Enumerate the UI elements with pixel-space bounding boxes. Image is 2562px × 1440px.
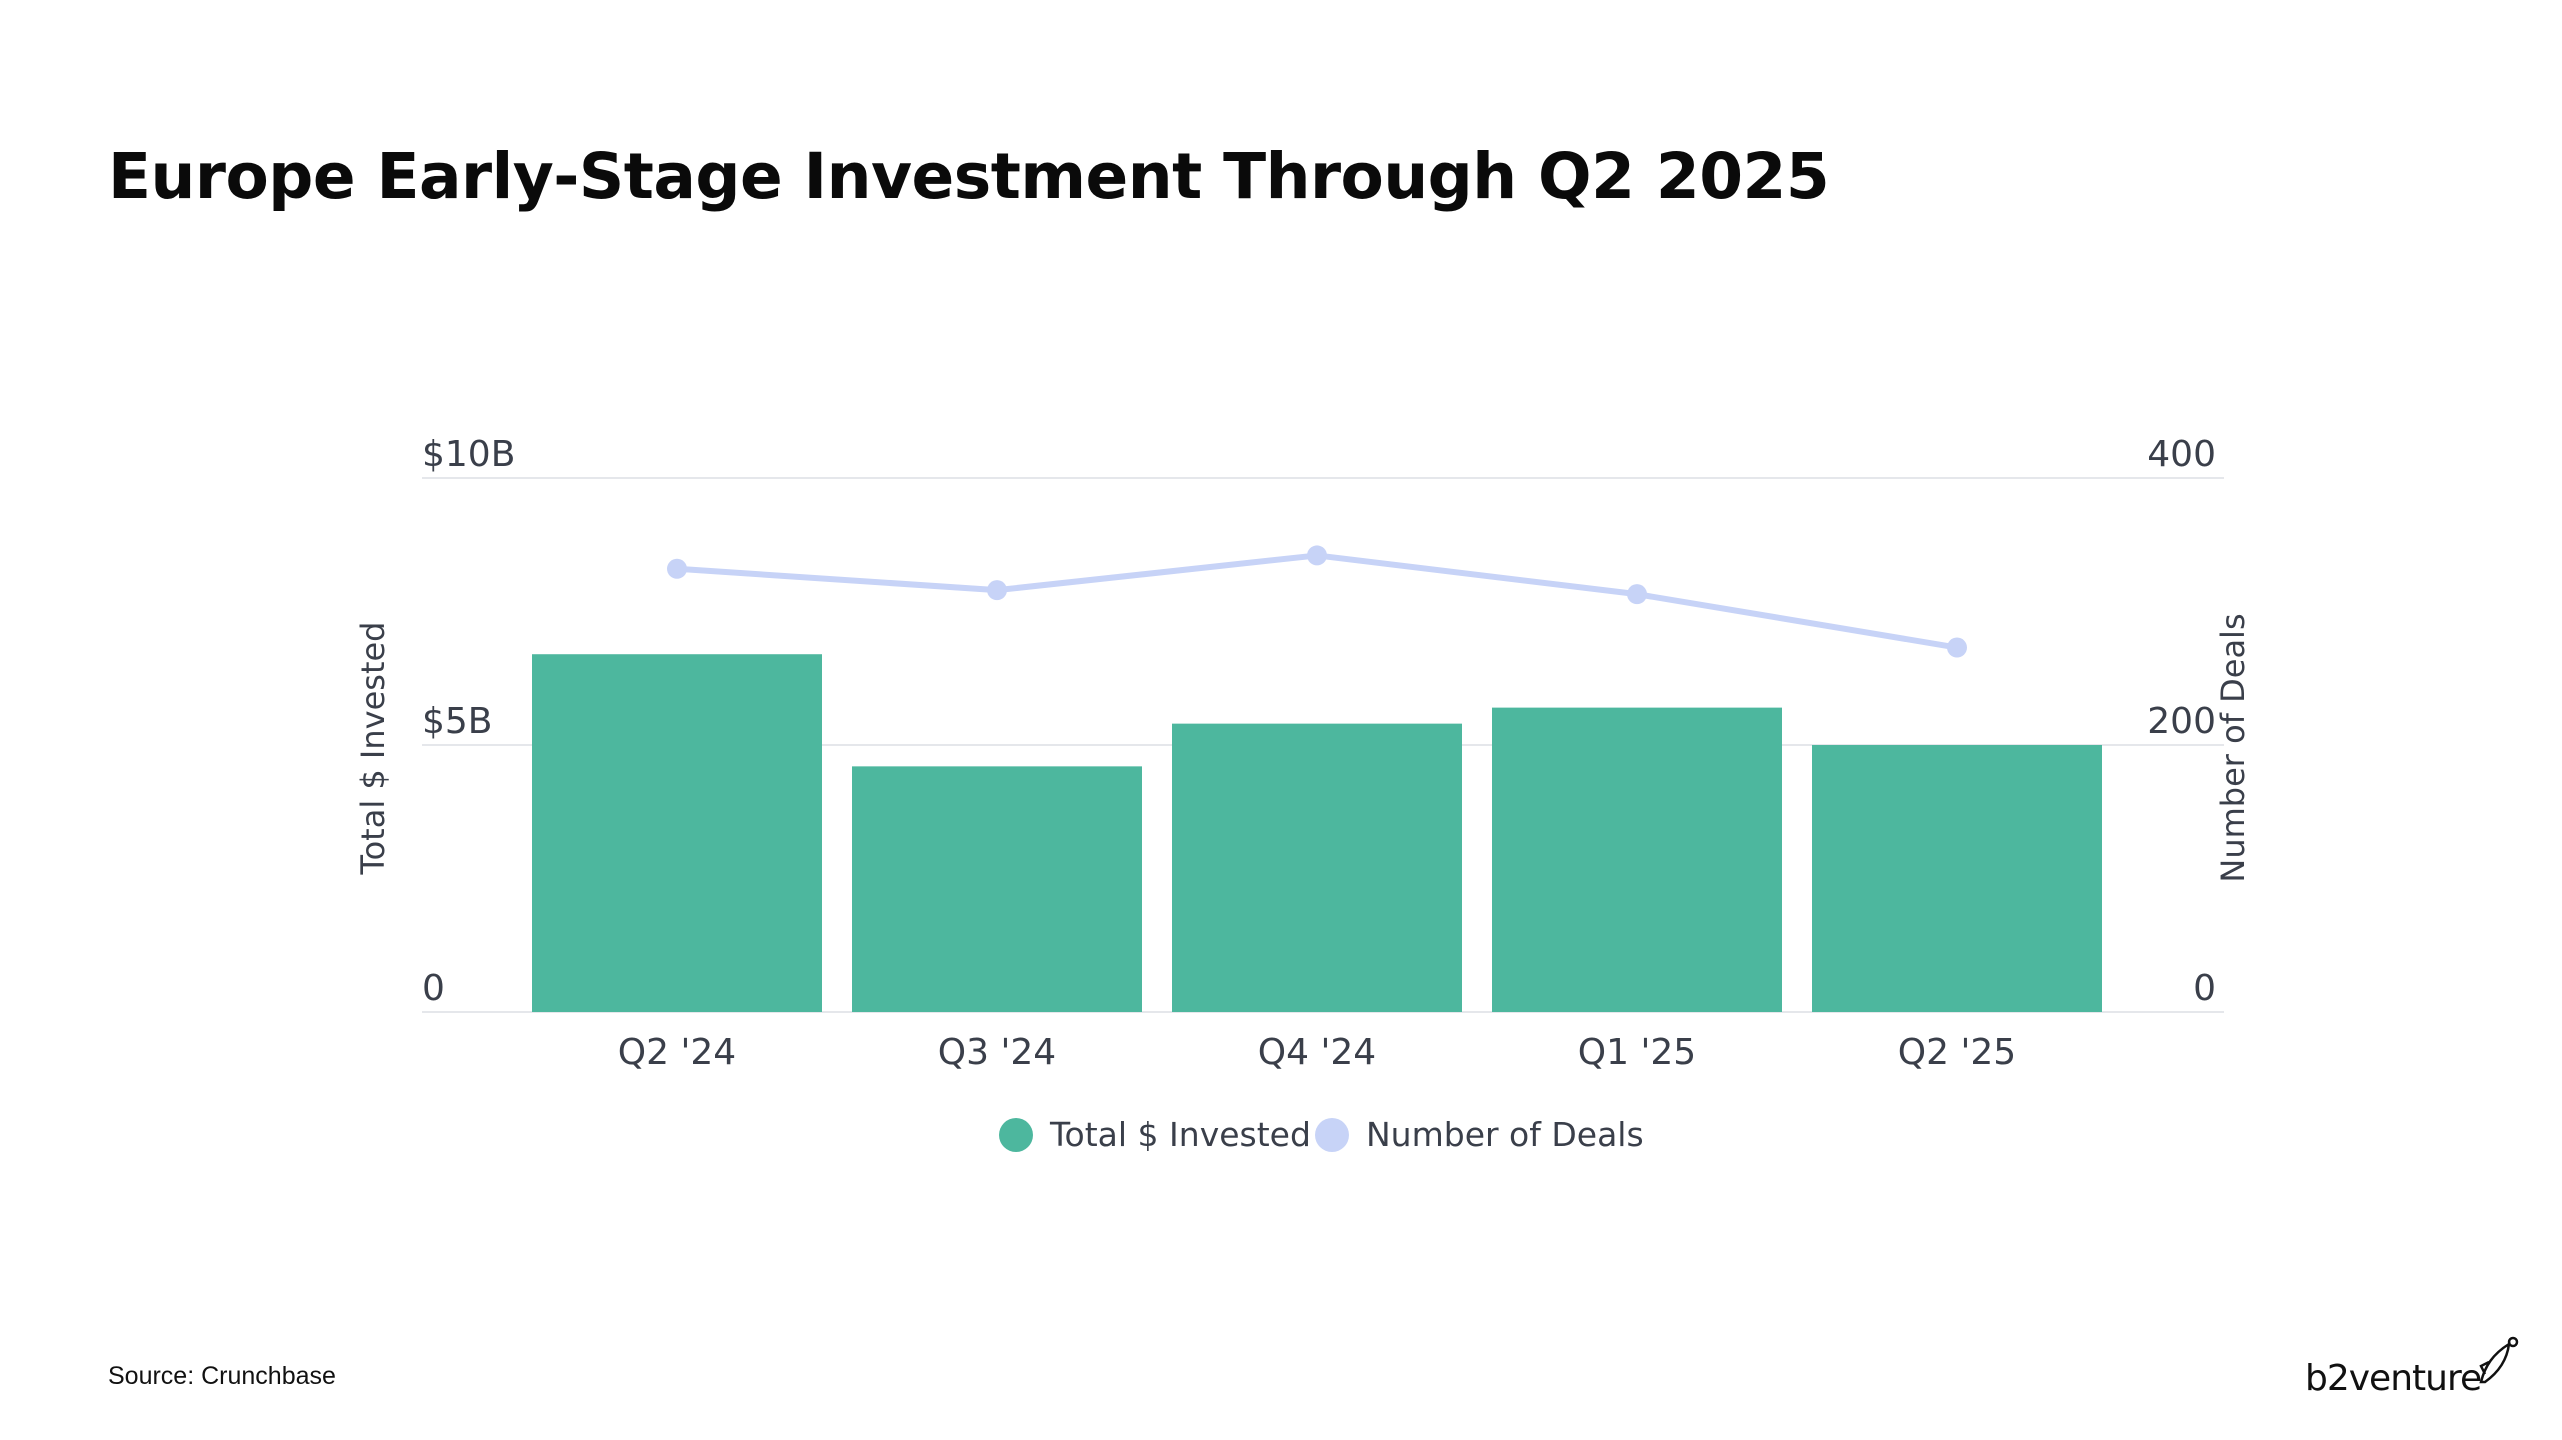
- axis-labels: 0 $5B $10B 0 200 400 Q2 '24 Q3 '24 Q4 '24 Q1 '25 Q…: [422, 434, 2216, 1073]
- deals-line: [676, 552, 1958, 651]
- y-left-axis-title: Total $ Invested: [354, 622, 392, 876]
- y-right-axis-title: Number of Deals: [2214, 613, 2252, 882]
- deals-point: [1947, 637, 1967, 658]
- bar-total-invested: [1812, 745, 2102, 1012]
- y-left-tick-label: $10B: [422, 434, 515, 475]
- deals-point: [987, 580, 1007, 601]
- bar-total-invested: [1492, 707, 1782, 1012]
- bars-total-invested: [532, 654, 2102, 1012]
- bar-total-invested: [852, 766, 1142, 1012]
- rocket-icon: [2479, 1336, 2519, 1384]
- x-tick-label: Q4 '24: [1258, 1032, 1376, 1073]
- y-left-tick-label: 0: [422, 968, 445, 1009]
- y-right-tick-label: 0: [2193, 968, 2216, 1009]
- legend: Total $ Invested Number of Deals: [999, 1115, 1644, 1154]
- x-tick-label: Q2 '24: [618, 1032, 736, 1073]
- x-tick-label: Q3 '24: [938, 1032, 1056, 1073]
- y-right-tick-label: 200: [2147, 701, 2216, 742]
- bar-total-invested: [1172, 723, 1462, 1012]
- y-left-tick-label: $5B: [422, 701, 493, 742]
- deals-point: [667, 558, 687, 579]
- source-note: Source: Crunchbase: [108, 1362, 336, 1390]
- page-title: Europe Early-Stage Investment Through Q2…: [108, 140, 1830, 213]
- legend-swatch-total-invested: [999, 1118, 1033, 1152]
- y-right-tick-label: 400: [2147, 434, 2216, 475]
- brand-logo: b2venture: [2305, 1336, 2519, 1408]
- deals-point: [1307, 545, 1327, 566]
- legend-label-total-invested: Total $ Invested: [1049, 1115, 1311, 1154]
- legend-swatch-number-of-deals: [1315, 1118, 1349, 1152]
- x-tick-label: Q2 '25: [1898, 1032, 2016, 1073]
- deals-point: [1627, 584, 1647, 605]
- bar-total-invested: [532, 654, 822, 1012]
- brand-wordmark: b2venture: [2305, 1358, 2482, 1399]
- legend-label-number-of-deals: Number of Deals: [1366, 1115, 1644, 1154]
- x-tick-label: Q1 '25: [1578, 1032, 1696, 1073]
- line-number-of-deals: [667, 545, 1967, 658]
